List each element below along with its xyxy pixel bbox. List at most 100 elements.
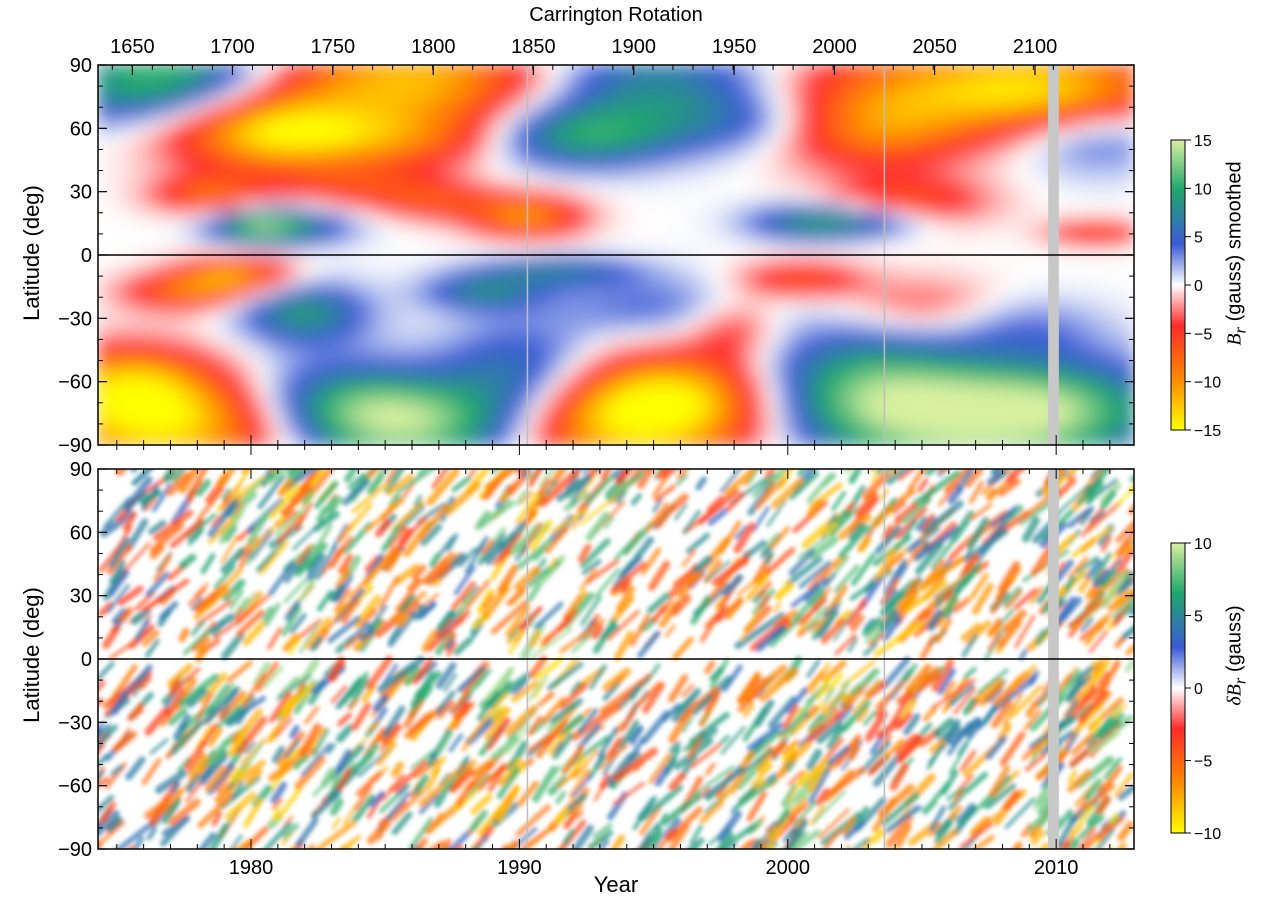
top-heat-cell bbox=[107, 400, 121, 412]
top-heat-cell bbox=[463, 409, 477, 421]
top-heat-cell bbox=[366, 357, 380, 369]
top-heat-cell bbox=[1100, 219, 1114, 231]
top-heat-cell bbox=[161, 383, 175, 395]
top-heat-cell bbox=[938, 288, 952, 300]
top-heat-cell bbox=[194, 228, 207, 239]
top-heat-cell bbox=[161, 271, 175, 282]
top-heat-cell bbox=[323, 262, 337, 274]
top-heat-cell bbox=[776, 426, 790, 438]
top-heat-cell bbox=[312, 297, 326, 308]
top-heat-cell bbox=[356, 89, 369, 101]
top-heat-cell bbox=[334, 150, 348, 161]
top-heat-cell bbox=[582, 236, 596, 248]
top-heat-cell bbox=[571, 254, 585, 265]
top-heat-cell bbox=[237, 176, 251, 187]
top-heat-cell bbox=[453, 279, 466, 291]
top-heat-cell bbox=[442, 314, 456, 326]
top-heat-cell bbox=[507, 409, 520, 421]
top-heat-cell bbox=[248, 176, 261, 187]
top-heat-cell bbox=[992, 435, 1006, 445]
top-heat-cell bbox=[442, 374, 456, 386]
top-heat-cell bbox=[226, 176, 240, 187]
bottom-heat-streak bbox=[597, 726, 619, 758]
top-heat-cell bbox=[98, 279, 110, 291]
top-heat-cell bbox=[938, 124, 952, 136]
top-heat-cell bbox=[679, 202, 693, 213]
top-heat-cell bbox=[971, 279, 984, 291]
top-heat-cell bbox=[1003, 400, 1017, 412]
top-heat-cell bbox=[366, 115, 380, 127]
top-heat-cell bbox=[776, 98, 790, 110]
top-heat-cell bbox=[204, 305, 218, 317]
top-heat-cell bbox=[712, 210, 725, 222]
top-heat-cell bbox=[98, 115, 110, 127]
top-heat-cell bbox=[1014, 418, 1028, 429]
top-heat-cell bbox=[830, 409, 844, 421]
top-heat-cell bbox=[507, 133, 520, 144]
top-heat-cell bbox=[960, 314, 974, 326]
top-heat-cell bbox=[474, 124, 488, 136]
top-heat-cell bbox=[561, 323, 574, 334]
top-heat-cell bbox=[226, 89, 240, 101]
top-heat-cell bbox=[571, 210, 585, 222]
top-heat-cell bbox=[474, 400, 488, 412]
top-heat-cell bbox=[1014, 409, 1028, 421]
top-heat-cell bbox=[507, 374, 520, 386]
top-heat-cell bbox=[291, 409, 305, 421]
top-heat-cell bbox=[874, 228, 887, 239]
top-heat-cell bbox=[1057, 115, 1071, 127]
top-heat-cell bbox=[1122, 297, 1134, 308]
top-heat-cell bbox=[420, 176, 434, 187]
top-heat-cell bbox=[776, 254, 790, 265]
top-heat-cell bbox=[496, 150, 510, 161]
top-heat-cell bbox=[636, 254, 650, 265]
top-heat-cell bbox=[463, 340, 477, 351]
top-heat-cell bbox=[312, 288, 326, 300]
bottom-heat-streak bbox=[220, 547, 246, 574]
top-heat-cell bbox=[517, 435, 531, 445]
top-heat-cell bbox=[345, 314, 358, 326]
top-heat-cell bbox=[366, 392, 380, 403]
top-heat-cell bbox=[809, 262, 823, 274]
top-heat-cell bbox=[755, 366, 769, 377]
top-heat-cell bbox=[409, 184, 423, 196]
top-heat-cell bbox=[949, 133, 963, 144]
top-heat-cell bbox=[820, 107, 833, 118]
top-heat-cell bbox=[701, 357, 715, 369]
top-heat-cell bbox=[334, 271, 348, 282]
top-heat-cell bbox=[399, 228, 412, 239]
top-heat-cell bbox=[841, 150, 855, 161]
top-heat-cell bbox=[356, 219, 369, 231]
top-heat-cell bbox=[517, 236, 531, 248]
top-heat-cell bbox=[409, 383, 423, 395]
top-heat-cell bbox=[571, 305, 585, 317]
top-heat-cell bbox=[150, 141, 164, 153]
top-heatmap bbox=[98, 65, 1134, 445]
top-heat-cell bbox=[140, 219, 153, 231]
top-heat-cell bbox=[1003, 262, 1017, 274]
top-heat-cell bbox=[593, 426, 607, 438]
top-heat-cell bbox=[496, 331, 510, 343]
top-heat-cell bbox=[366, 219, 380, 231]
top-heat-cell bbox=[150, 340, 164, 351]
top-heat-cell bbox=[917, 193, 930, 205]
top-heat-cell bbox=[927, 254, 941, 265]
top-heat-cell bbox=[258, 89, 272, 101]
top-heat-cell bbox=[776, 288, 790, 300]
top-heat-cell bbox=[302, 271, 315, 282]
top-heat-cell bbox=[722, 150, 736, 161]
top-heat-cell bbox=[561, 392, 574, 403]
top-heat-cell bbox=[280, 435, 294, 445]
top-heat-cell bbox=[884, 176, 898, 187]
top-heat-cell bbox=[237, 81, 251, 92]
top-heat-cell bbox=[517, 210, 531, 222]
top-heat-cell bbox=[733, 176, 747, 187]
top-heat-cell bbox=[863, 357, 876, 369]
top-heat-cell bbox=[431, 65, 445, 75]
top-heat-cell bbox=[830, 340, 844, 351]
top-heat-cell bbox=[345, 323, 358, 334]
top-heat-cell bbox=[852, 210, 866, 222]
top-heat-cell bbox=[334, 210, 348, 222]
top-heat-cell bbox=[820, 72, 833, 84]
top-heat-cell bbox=[701, 202, 715, 213]
